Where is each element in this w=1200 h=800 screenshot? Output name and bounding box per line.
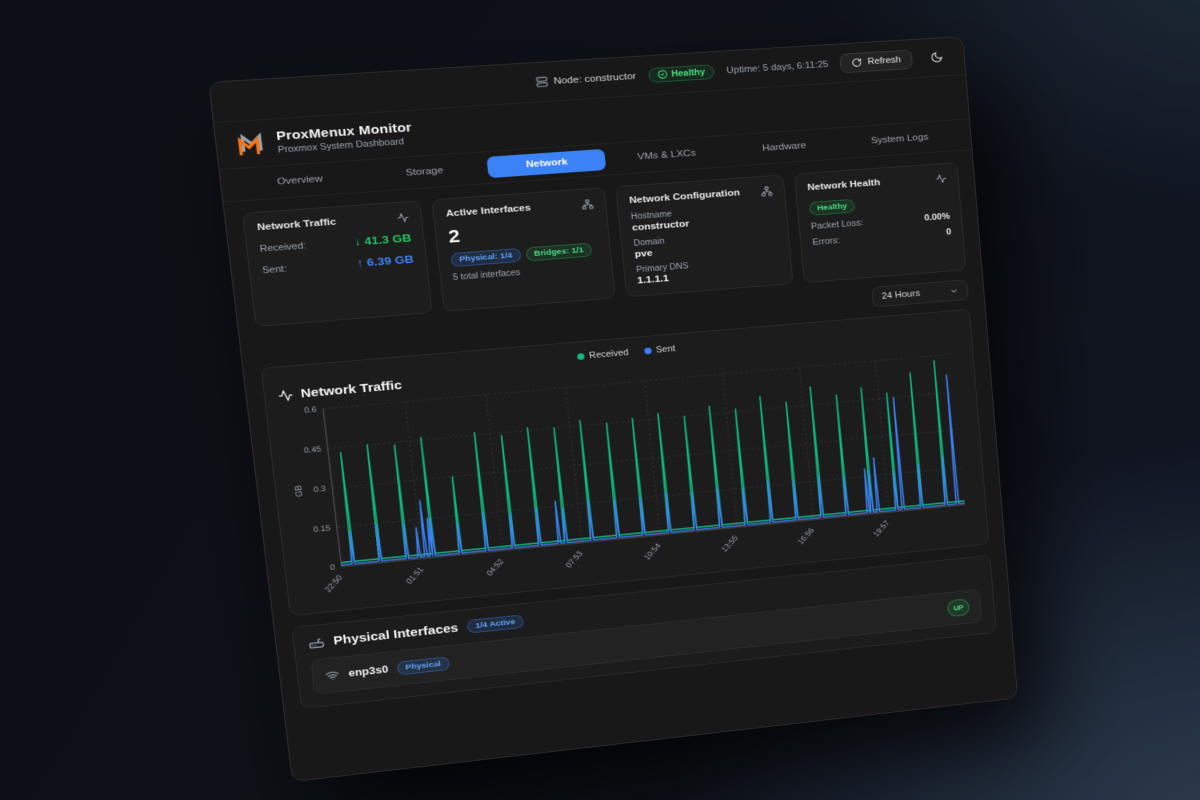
network-traffic-card-title: Network Traffic	[256, 217, 337, 233]
proxmenux-logo	[232, 128, 268, 159]
network-traffic-chart: 0 0.15 0.3 0.45 0.6 22:50 01:51 04:52 07:53 10:54…	[293, 347, 976, 594]
network-tree-icon	[761, 186, 773, 197]
errors-label: Errors:	[812, 235, 841, 248]
packet-loss-value: 0.00%	[923, 211, 951, 223]
network-traffic-card: Network Traffic Received: ↓ 41.3 GB Sent…	[242, 200, 433, 327]
active-interfaces-card: Active Interfaces 2 Physical: 1/4 Bridge…	[431, 187, 616, 312]
interface-status-badge: UP	[947, 598, 971, 618]
svg-text:0.3: 0.3	[313, 484, 326, 494]
activity-icon	[935, 173, 947, 184]
tab-network[interactable]: Network	[486, 148, 607, 179]
network-icon	[581, 199, 594, 210]
svg-text:13:55: 13:55	[719, 534, 740, 554]
network-health-card-title: Network Health	[807, 177, 881, 193]
theme-toggle-button[interactable]	[923, 45, 949, 69]
server-icon	[536, 76, 549, 87]
sent-label: Sent:	[261, 263, 288, 276]
physical-count-badge: Physical: 1/4	[450, 248, 522, 268]
bridges-count-badge: Bridges: 1/1	[525, 242, 593, 262]
refresh-button[interactable]: Refresh	[839, 49, 914, 73]
check-circle-icon	[657, 70, 668, 80]
interface-name: enp3s0	[347, 663, 389, 680]
received-label: Received:	[259, 240, 307, 254]
svg-text:01:51: 01:51	[404, 565, 426, 585]
health-status-badge: Healthy	[648, 63, 715, 83]
chevron-down-icon	[949, 286, 959, 295]
refresh-icon	[851, 57, 862, 67]
svg-text:19:57: 19:57	[871, 519, 891, 539]
tab-overview[interactable]: Overview	[276, 173, 324, 188]
activity-icon	[277, 388, 294, 402]
router-icon	[308, 635, 325, 650]
svg-text:GB: GB	[293, 485, 305, 498]
received-value: ↓ 41.3 GB	[353, 231, 412, 249]
arrow-down-icon: ↓	[353, 235, 362, 249]
svg-text:22:50: 22:50	[323, 573, 345, 593]
activity-icon	[396, 212, 409, 224]
arrow-up-icon: ↑	[356, 256, 364, 270]
active-interfaces-card-title: Active Interfaces	[445, 203, 532, 220]
dashboard-window: Node: constructor Healthy Uptime: 5 days…	[208, 36, 1019, 783]
interface-type-badge: Physical	[396, 656, 450, 675]
wifi-icon	[325, 669, 340, 682]
dashboard-panel: Node: constructor Healthy Uptime: 5 days…	[208, 36, 1019, 783]
legend-sent: Sent	[644, 344, 676, 356]
errors-value: 0	[945, 227, 952, 238]
svg-text:16:56: 16:56	[796, 526, 816, 546]
network-health-card: Network Health Healthy Packet Loss: 0.00…	[793, 162, 967, 284]
node-label: Node: constructor	[553, 71, 637, 87]
svg-text:0.6: 0.6	[304, 405, 318, 415]
svg-text:0.45: 0.45	[303, 444, 321, 454]
svg-text:07:53: 07:53	[564, 549, 585, 569]
active-count-badge: 1/4 Active	[466, 614, 524, 634]
physical-interfaces-title: Physical Interfaces	[332, 621, 459, 648]
active-interfaces-count: 2	[447, 225, 461, 247]
received-legend-dot	[577, 353, 586, 361]
health-status-label: Healthy	[670, 66, 706, 79]
uptime-label: Uptime: 5 days, 6:11:25	[726, 59, 829, 76]
tab-vms-lxcs[interactable]: VMs & LXCs	[636, 148, 697, 163]
tab-system-logs[interactable]: System Logs	[870, 132, 929, 146]
network-traffic-chart-card: Received Sent Network Traffic 0 0.15 0.3 0.…	[260, 308, 990, 617]
svg-text:0.15: 0.15	[313, 523, 331, 533]
moon-icon	[929, 51, 943, 64]
health-badge: Healthy	[808, 198, 856, 216]
app-header-text: ProxMenux Monitor Proxmox System Dashboa…	[275, 120, 413, 155]
svg-text:04:52: 04:52	[484, 557, 505, 577]
node-indicator: Node: constructor	[536, 71, 637, 88]
time-range-select[interactable]: 24 Hours	[871, 279, 969, 308]
network-configuration-card: Network Configuration Hostname construct…	[615, 174, 794, 298]
refresh-label: Refresh	[867, 54, 902, 67]
svg-text:10:54: 10:54	[642, 541, 663, 561]
network-configuration-card-title: Network Configuration	[628, 188, 741, 206]
packet-loss-label: Packet Loss:	[810, 218, 864, 232]
svg-text:0: 0	[330, 563, 336, 572]
tab-hardware[interactable]: Hardware	[761, 140, 807, 154]
tab-storage[interactable]: Storage	[405, 165, 444, 179]
network-tab-content: Network Traffic Received: ↓ 41.3 GB Sent…	[223, 150, 1012, 725]
sent-value: ↑ 6.39 GB	[356, 252, 415, 270]
sent-legend-dot	[644, 347, 652, 355]
time-range-value: 24 Hours	[881, 288, 921, 302]
